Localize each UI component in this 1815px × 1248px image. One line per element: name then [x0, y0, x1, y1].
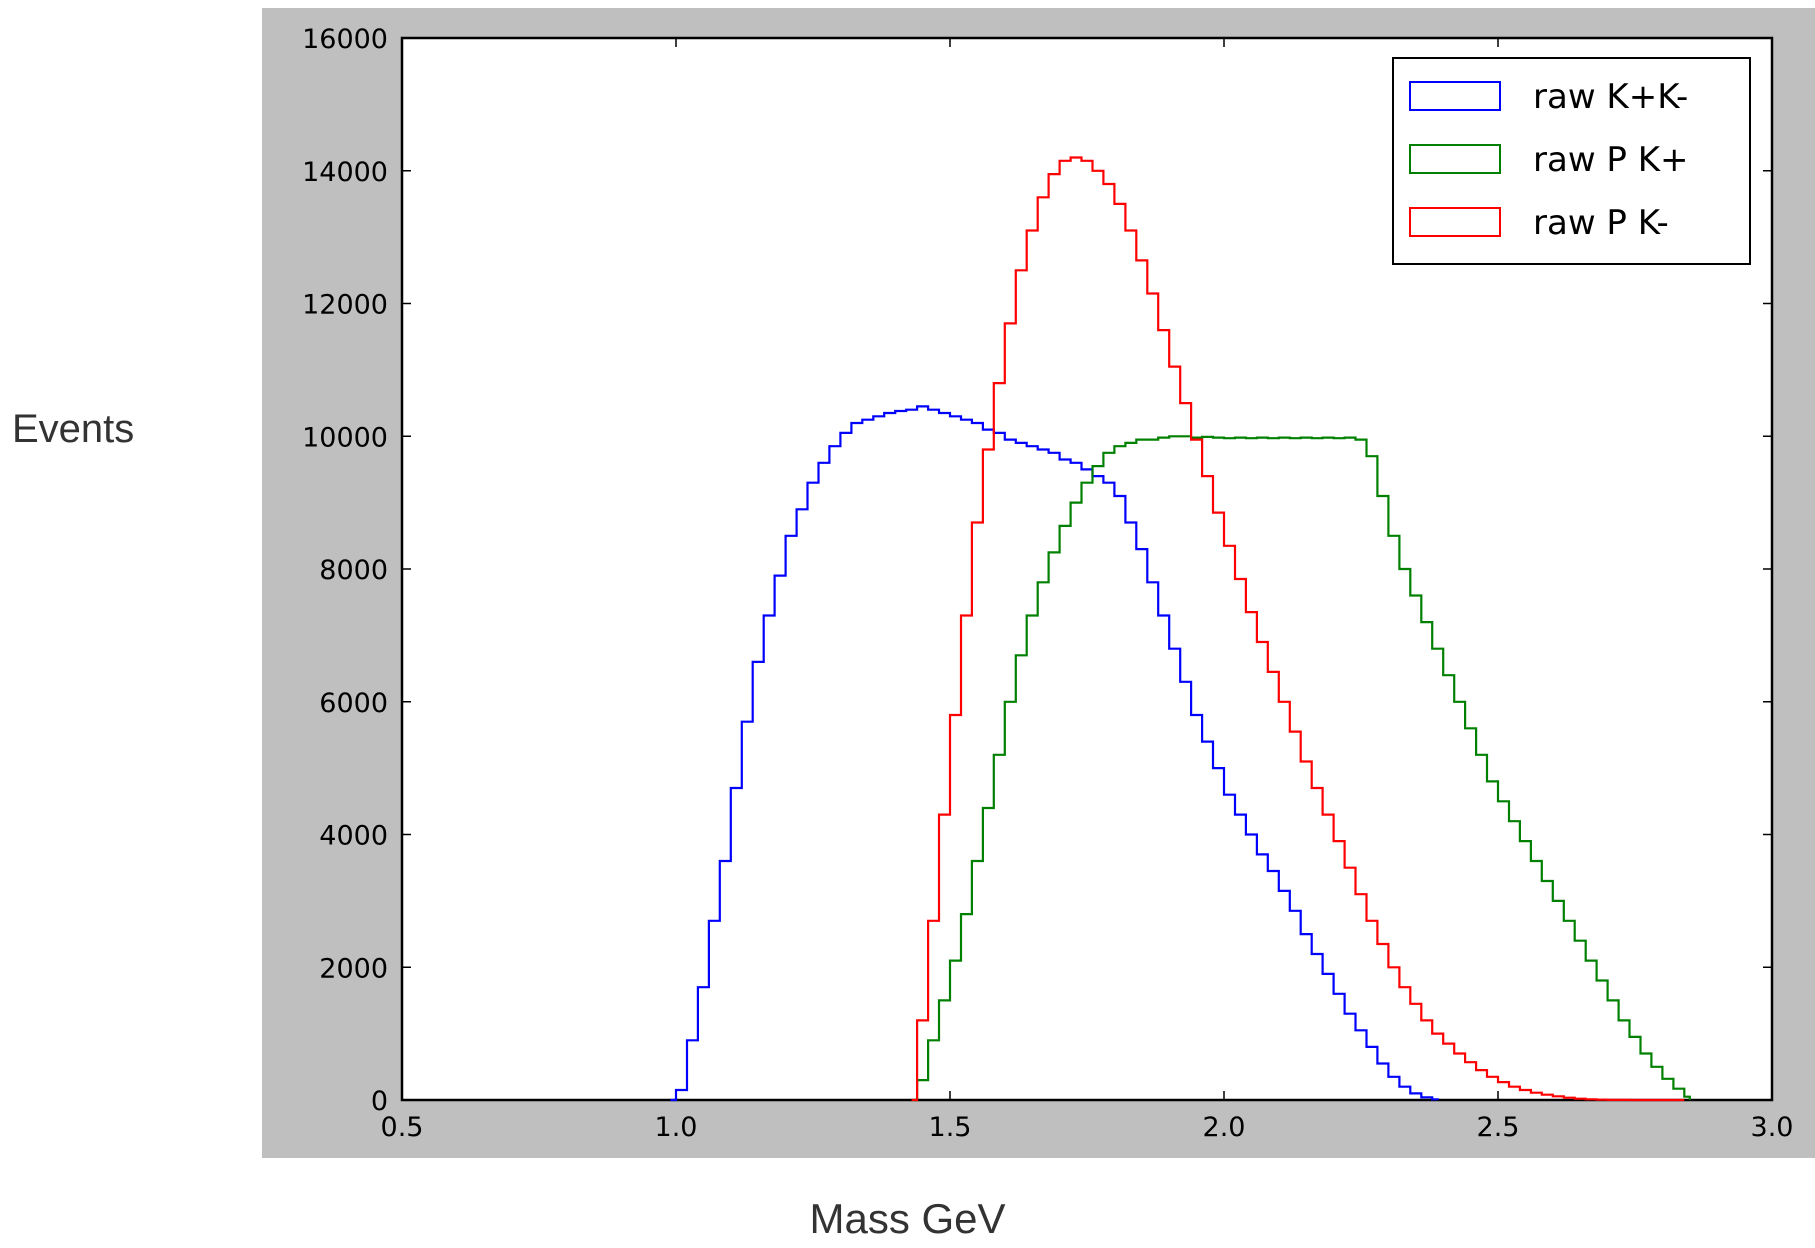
- y-tick-label: 16000: [302, 24, 388, 55]
- y-tick-label: 6000: [319, 688, 388, 719]
- series-layer: [670, 156, 1691, 1102]
- series-line-3: [911, 156, 1685, 1102]
- y-axis-label: Events: [12, 407, 135, 451]
- legend-swatch: [1409, 144, 1501, 174]
- legend-label: raw P K+: [1533, 140, 1689, 180]
- x-tick-label: 2.5: [1477, 1112, 1520, 1143]
- legend-label: raw K+K-: [1533, 77, 1688, 117]
- y-tick-label: 2000: [319, 953, 388, 984]
- y-tick-label: 12000: [302, 290, 388, 321]
- legend-swatch: [1409, 81, 1501, 111]
- series-line-1: [670, 405, 1439, 1102]
- series-line-2: [911, 435, 1691, 1102]
- y-tick-label: 4000: [319, 821, 388, 852]
- x-tick-label: 3.0: [1751, 1112, 1794, 1143]
- x-tick-label: 1.0: [655, 1112, 698, 1143]
- x-tick-label: 0.5: [381, 1112, 424, 1143]
- legend-swatch: [1409, 207, 1501, 237]
- legend: raw K+K-raw P K+ raw P K-: [1392, 57, 1751, 265]
- x-tick-label: 2.0: [1203, 1112, 1246, 1143]
- legend-box: [1392, 57, 1751, 265]
- y-tick-label: 8000: [319, 555, 388, 586]
- y-tick-label: 0: [371, 1086, 388, 1117]
- x-tick-label: 1.5: [929, 1112, 972, 1143]
- ticks-layer: 0.5 1.0 1.5 2.0 2.5 3.0 0 2000 4000 6000 8000 10000…: [302, 24, 1793, 1143]
- x-axis-label: Mass GeV: [809, 1195, 1006, 1242]
- y-tick-label: 10000: [302, 422, 388, 453]
- legend-label: raw P K-: [1533, 203, 1669, 243]
- y-tick-label: 14000: [302, 157, 388, 188]
